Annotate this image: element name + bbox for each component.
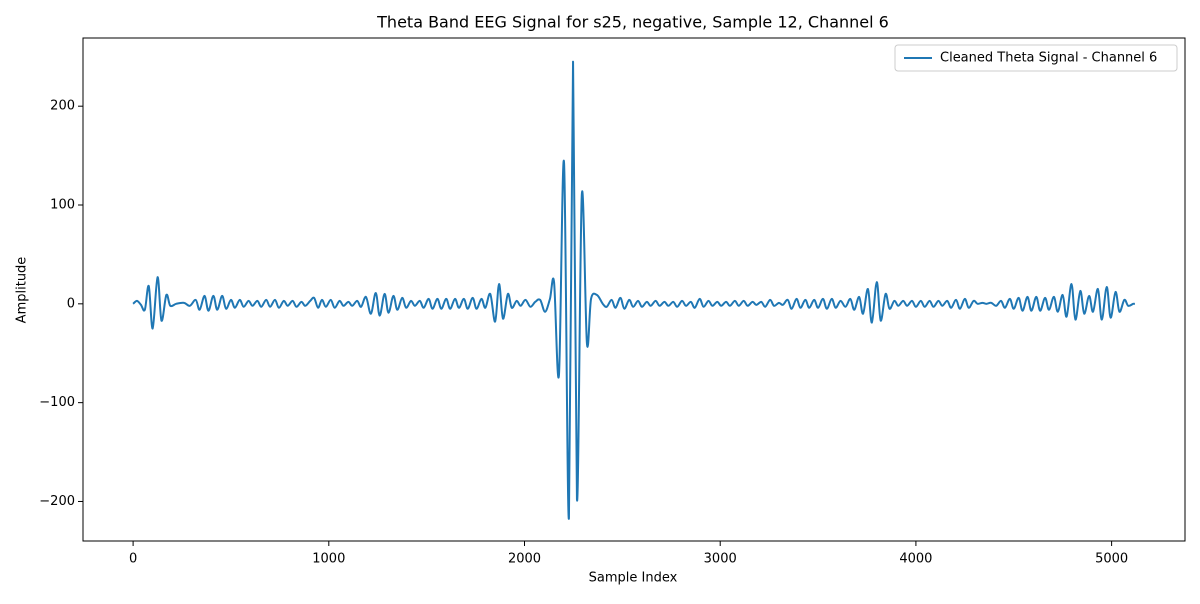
- y-tick-label: −100: [39, 395, 75, 410]
- chart-title: Theta Band EEG Signal for s25, negative,…: [376, 13, 889, 32]
- signal-line: [132, 60, 1136, 520]
- x-tick-label: 3000: [704, 552, 737, 567]
- x-tick-label: 0: [129, 552, 137, 567]
- plot-frame: [82, 37, 1186, 542]
- y-tick-label: 200: [50, 99, 75, 114]
- y-tick-label: −200: [39, 494, 75, 509]
- x-tick-label: 5000: [1095, 552, 1128, 567]
- legend-label: Cleaned Theta Signal - Channel 6: [940, 51, 1157, 66]
- x-axis-label: Sample Index: [589, 571, 678, 586]
- x-tick-label: 4000: [899, 552, 932, 567]
- y-tick-label: 100: [50, 198, 75, 213]
- y-axis-label: Amplitude: [15, 257, 30, 324]
- x-tick-label: 2000: [508, 552, 541, 567]
- legend-box: [894, 44, 1178, 72]
- y-tick-label: 0: [67, 296, 75, 311]
- x-tick-label: 1000: [312, 552, 345, 567]
